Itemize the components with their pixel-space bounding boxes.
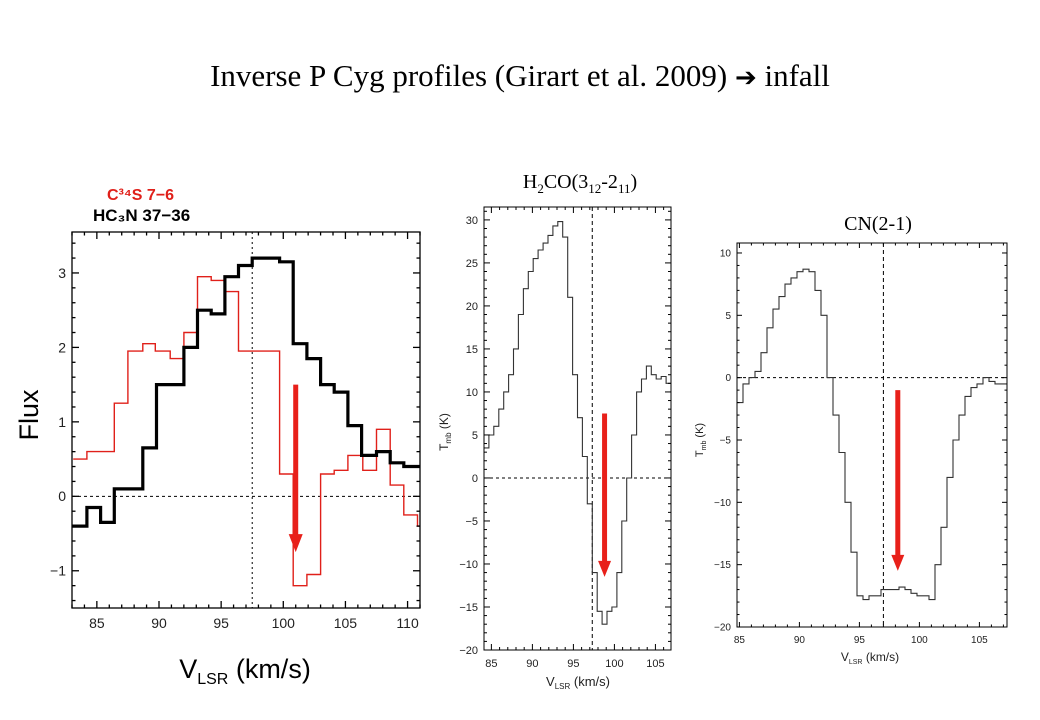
x-tick-label: 95	[567, 658, 579, 670]
x-tick-label: 90	[794, 635, 806, 646]
x-tick-label: 85	[485, 658, 497, 670]
x-tick-label: 105	[971, 635, 988, 646]
y-tick-label: 0	[472, 473, 478, 485]
chart-flux: C³⁴S 7−6 HC₃N 37−36 Flux VLSR (km/s) 85 9…	[14, 187, 421, 688]
chart-h2co: H2CO(312-211) Tmb (K) VLSR (km/s) 85 90 95…	[437, 171, 672, 691]
y-tick-label: 0	[725, 373, 731, 384]
title-suffix: infall	[764, 58, 830, 93]
right-arrow-icon: ➔	[734, 63, 757, 93]
infall-arrow-head	[288, 534, 303, 553]
x-tick-label: 95	[854, 635, 866, 646]
plot-frame	[736, 242, 1008, 628]
y-tick-label: 30	[466, 215, 478, 227]
x-tick-label: 110	[396, 615, 419, 631]
x-tick-label: 85	[89, 615, 105, 631]
x-axis-label: VLSR (km/s)	[179, 654, 311, 688]
title-prefix: Inverse P Cyg profiles (Girart et al. 20…	[210, 58, 728, 93]
series-c34s	[73, 276, 420, 587]
y-tick-label: 0	[58, 488, 66, 504]
x-tick-label: 90	[151, 615, 167, 631]
x-tick-label: 100	[272, 615, 296, 631]
h2co-title: H2CO(312-211)	[523, 171, 637, 196]
y-tick-label: −15	[714, 560, 731, 571]
legend-entry-hc3n: HC₃N 37−36	[93, 206, 190, 225]
y-tick-label: −1	[50, 563, 66, 579]
series-spectrum	[484, 221, 671, 625]
x-axis-label: VLSR (km/s)	[546, 674, 610, 691]
plot-frame	[483, 206, 672, 651]
x-tick-label: 105	[646, 658, 664, 670]
y-tick-label: 2	[58, 339, 66, 355]
x-tick-label: 85	[734, 635, 746, 646]
series-spectrum	[737, 268, 1007, 601]
chart-cn: CN(2-1) Tmb (K) VLSR (km/s) 85 90 95 100 105…	[694, 213, 1008, 666]
x-tick-label: 95	[213, 615, 229, 631]
infall-arrow-head	[891, 554, 905, 571]
y-tick-label: 25	[466, 258, 478, 270]
plot-frame	[71, 231, 421, 609]
y-tick-label: 15	[466, 344, 478, 356]
series-hc3n	[72, 256, 420, 528]
y-tick-label: 5	[472, 430, 478, 442]
y-tick-label: 10	[466, 387, 478, 399]
y-tick-label: −15	[459, 602, 478, 614]
y-axis-label: Flux	[14, 389, 44, 441]
y-tick-label: −10	[714, 498, 731, 509]
y-tick-label: −5	[720, 435, 732, 446]
y-tick-label: 20	[466, 301, 478, 313]
y-axis-label: Tmb (K)	[694, 423, 708, 457]
x-axis-label: VLSR (km/s)	[841, 650, 899, 666]
y-tick-label: −10	[459, 559, 478, 571]
y-tick-label: −20	[459, 645, 478, 657]
y-tick-label: 1	[58, 414, 66, 430]
x-tick-label: 100	[605, 658, 623, 670]
cn-title: CN(2-1)	[844, 213, 912, 235]
legend-entry-c34s: C³⁴S 7−6	[107, 187, 174, 204]
x-tick-label: 100	[911, 635, 928, 646]
y-tick-label: 3	[58, 265, 66, 281]
y-tick-label: −5	[465, 516, 478, 528]
y-tick-label: 10	[720, 248, 732, 259]
slide-title: Inverse P Cyg profiles (Girart et al. 20…	[0, 58, 1040, 94]
x-tick-label: 90	[526, 658, 538, 670]
y-axis-label: Tmb (K)	[437, 413, 453, 451]
x-tick-label: 105	[334, 615, 358, 631]
y-tick-label: −20	[714, 623, 731, 634]
y-tick-label: 5	[725, 311, 731, 322]
infall-arrow-head	[598, 560, 612, 577]
